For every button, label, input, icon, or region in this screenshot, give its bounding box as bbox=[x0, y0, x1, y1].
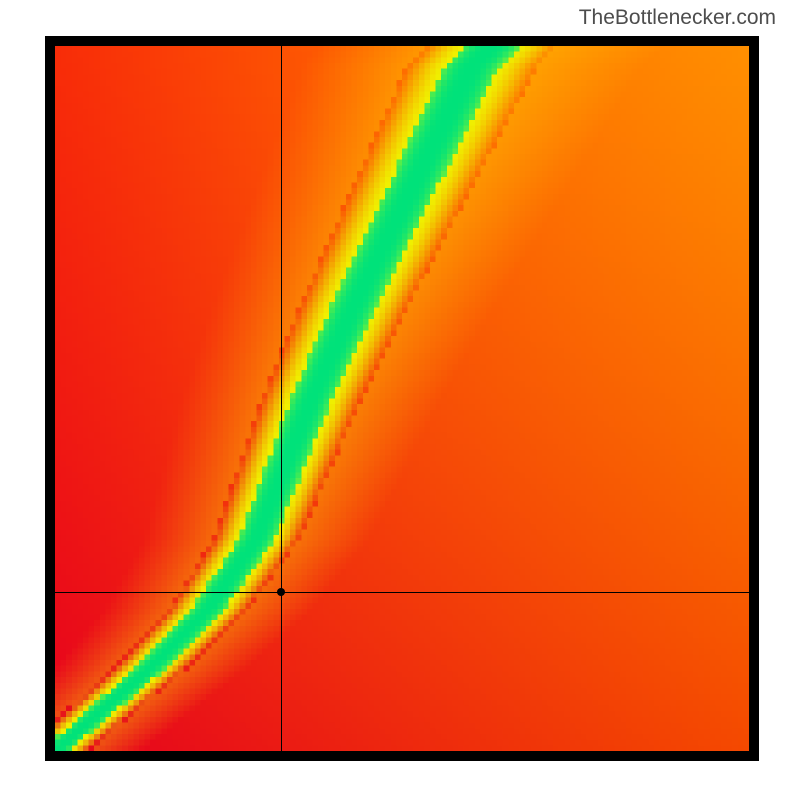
bottleneck-heatmap bbox=[55, 46, 749, 751]
crosshair-horizontal bbox=[55, 592, 749, 593]
watermark-text[interactable]: TheBottlenecker.com bbox=[579, 6, 776, 30]
chart-container: TheBottlenecker.com bbox=[0, 0, 800, 800]
selected-point-marker bbox=[277, 588, 285, 596]
crosshair-vertical bbox=[281, 46, 282, 751]
